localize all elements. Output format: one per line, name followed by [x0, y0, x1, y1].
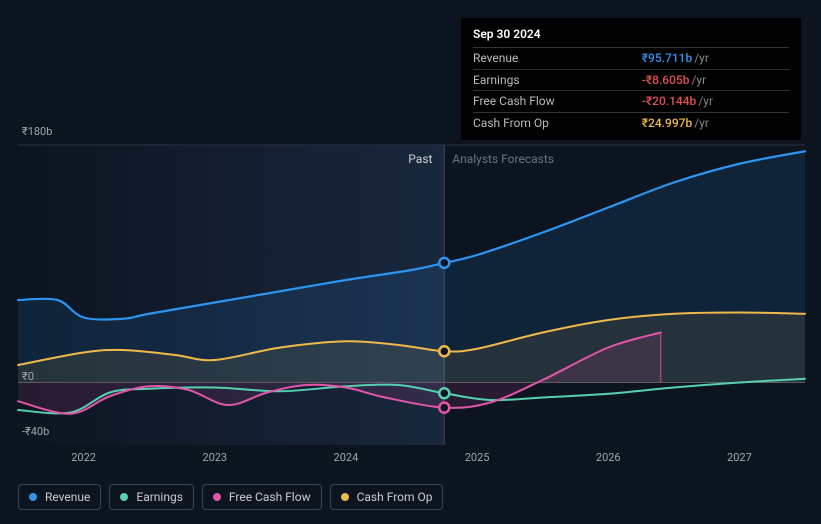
y-tick-label: ₹180b [22, 125, 52, 138]
tooltip-metric-label: Earnings [473, 69, 642, 91]
legend-label: Free Cash Flow [229, 490, 311, 504]
legend-label: Cash From Op [357, 490, 433, 504]
past-label: Past [408, 152, 432, 166]
legend: Revenue Earnings Free Cash Flow Cash From O… [18, 484, 443, 510]
legend-item-fcf[interactable]: Free Cash Flow [202, 484, 322, 510]
y-tick-label: ₹0 [22, 370, 34, 383]
x-tick-label: 2027 [727, 451, 752, 464]
tooltip-row: Earnings -₹8.605b/yr [473, 69, 789, 91]
tooltip-row: Free Cash Flow -₹20.144b/yr [473, 91, 789, 113]
tooltip-row: Cash From Op ₹24.997b/yr [473, 113, 789, 134]
x-tick-label: 2025 [465, 451, 490, 464]
legend-label: Earnings [136, 490, 183, 504]
tooltip-metric-label: Cash From Op [473, 113, 642, 134]
legend-color-dot [213, 493, 221, 501]
tooltip-metric-label: Revenue [473, 47, 642, 69]
x-tick-label: 2026 [596, 451, 621, 464]
legend-item-cfo[interactable]: Cash From Op [330, 484, 444, 510]
legend-color-dot [341, 493, 349, 501]
legend-item-revenue[interactable]: Revenue [18, 484, 101, 510]
tooltip-metric-value: -₹20.144b/yr [642, 91, 789, 113]
legend-label: Revenue [45, 490, 90, 504]
x-tick-label: 2023 [202, 451, 227, 464]
legend-color-dot [29, 493, 37, 501]
tooltip-date: Sep 30 2024 [473, 26, 789, 43]
financials-chart: ₹180b ₹0 -₹40b 2022 2023 2024 2025 2026 2027 Pa… [0, 0, 821, 524]
x-tick-label: 2022 [71, 451, 96, 464]
tooltip-metric-value: -₹8.605b/yr [642, 69, 789, 91]
tooltip-table: Revenue ₹95.711b/yrEarnings -₹8.605b/yrF… [473, 47, 789, 134]
tooltip-metric-value: ₹24.997b/yr [642, 113, 789, 134]
hover-tooltip: Sep 30 2024 Revenue ₹95.711b/yrEarnings … [461, 18, 801, 140]
tooltip-metric-value: ₹95.711b/yr [642, 47, 789, 69]
legend-color-dot [120, 493, 128, 501]
tooltip-row: Revenue ₹95.711b/yr [473, 47, 789, 69]
legend-item-earnings[interactable]: Earnings [109, 484, 194, 510]
x-tick-label: 2024 [334, 451, 359, 464]
y-tick-label: -₹40b [22, 425, 49, 438]
forecast-label: Analysts Forecasts [452, 152, 554, 166]
tooltip-metric-label: Free Cash Flow [473, 91, 642, 113]
